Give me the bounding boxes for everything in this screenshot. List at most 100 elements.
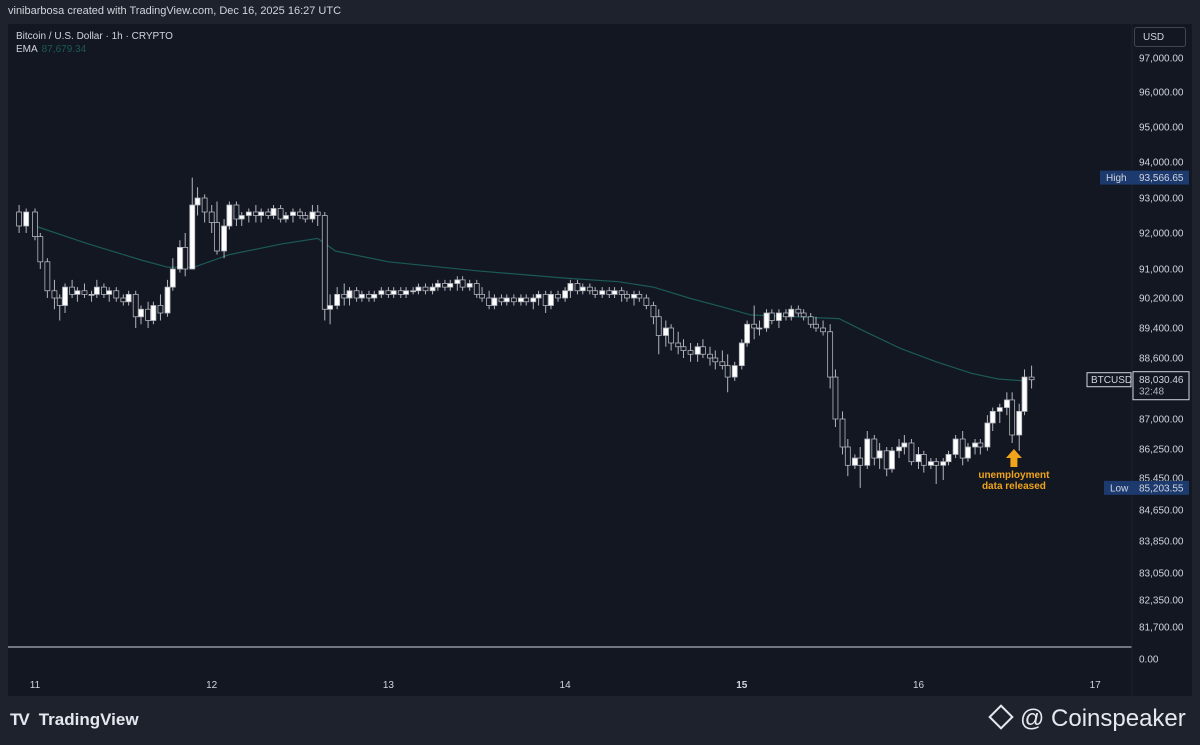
candle-body[interactable] (675, 342, 682, 348)
candle-body[interactable] (731, 365, 738, 378)
candle-body[interactable] (662, 327, 669, 336)
candle-body[interactable] (1021, 376, 1028, 412)
candle-body[interactable] (523, 297, 530, 303)
candle-body[interactable] (252, 211, 259, 216)
candle-body[interactable] (442, 283, 448, 288)
candle-body[interactable] (164, 286, 171, 314)
candle-body[interactable] (510, 297, 517, 303)
candle-body[interactable] (353, 290, 360, 299)
candle-body[interactable] (429, 286, 436, 292)
candle-body[interactable] (81, 290, 88, 295)
candle-body[interactable] (270, 208, 277, 216)
candle-body[interactable] (138, 308, 144, 318)
candle-body[interactable] (618, 290, 625, 295)
candle-body[interactable] (447, 283, 454, 288)
candle-body[interactable] (69, 286, 76, 295)
candle-body[interactable] (208, 211, 215, 223)
candle-body[interactable] (258, 211, 265, 216)
candle-body[interactable] (959, 438, 966, 459)
candle-body[interactable] (459, 279, 466, 288)
candle-body[interactable] (827, 331, 834, 378)
candle-body[interactable] (744, 323, 751, 344)
candle-body[interactable] (74, 290, 81, 295)
candle-body[interactable] (189, 204, 196, 270)
candle-body[interactable] (466, 283, 473, 288)
candle-body[interactable] (687, 350, 694, 355)
candle-body[interactable] (611, 290, 618, 295)
candle-body[interactable] (952, 438, 959, 455)
candle-body[interactable] (93, 286, 100, 295)
candle-body[interactable] (346, 290, 353, 299)
candle-body[interactable] (434, 283, 441, 288)
candle-body[interactable] (403, 290, 409, 295)
candle-body[interactable] (290, 211, 296, 216)
candle-body[interactable] (927, 461, 934, 466)
candle-body[interactable] (321, 215, 328, 310)
candle-body[interactable] (712, 357, 719, 363)
candle-body[interactable] (283, 215, 289, 220)
candle-body[interactable] (768, 312, 775, 321)
candle-body[interactable] (832, 376, 839, 420)
candle-body[interactable] (106, 290, 113, 295)
candle-body[interactable] (788, 308, 795, 318)
candle-body[interactable] (940, 461, 947, 466)
candle-body[interactable] (889, 450, 895, 470)
candle-body[interactable] (1028, 376, 1035, 381)
candle-body[interactable] (807, 316, 814, 325)
candle-body[interactable] (422, 286, 429, 292)
candle-body[interactable] (334, 293, 341, 306)
candle-body[interactable] (989, 410, 996, 424)
candle-body[interactable] (150, 305, 157, 321)
candle-body[interactable] (776, 312, 782, 321)
candle-body[interactable] (390, 290, 397, 295)
candle-body[interactable] (214, 222, 220, 252)
candle-body[interactable] (700, 346, 706, 355)
candle-body[interactable] (410, 290, 417, 293)
currency-button[interactable]: USD (1134, 27, 1186, 47)
candle-body[interactable] (707, 353, 713, 359)
candle-body[interactable] (358, 293, 365, 299)
candle-body[interactable] (795, 308, 802, 314)
candle-body[interactable] (920, 454, 927, 466)
candle-body[interactable] (650, 305, 657, 318)
candle-body[interactable] (535, 293, 542, 299)
candle-body[interactable] (37, 236, 44, 263)
candle-body[interactable] (56, 297, 63, 306)
candle-body[interactable] (518, 297, 524, 303)
candle-body[interactable] (883, 450, 890, 470)
candle-body[interactable] (548, 293, 554, 306)
candle-body[interactable] (724, 365, 731, 378)
candle-body[interactable] (88, 293, 95, 296)
candle-body[interactable] (277, 208, 284, 220)
candle-body[interactable] (631, 293, 637, 299)
candle-body[interactable] (245, 211, 252, 216)
candle-body[interactable] (309, 211, 316, 220)
candle-body[interactable] (327, 305, 333, 310)
candle-body[interactable] (397, 290, 404, 295)
candle-body[interactable] (871, 438, 878, 459)
candle-body[interactable] (473, 283, 480, 295)
candle-body[interactable] (341, 293, 348, 299)
candle-body[interactable] (1016, 410, 1023, 436)
candle-body[interactable] (479, 293, 485, 299)
candle-body[interactable] (844, 446, 851, 466)
candle-body[interactable] (933, 461, 940, 466)
candle-body[interactable] (221, 225, 227, 252)
candle-body[interactable] (1009, 399, 1016, 436)
candle-body[interactable] (592, 290, 599, 295)
candle-body[interactable] (586, 286, 593, 292)
candle-body[interactable] (694, 346, 701, 355)
candle-body[interactable] (908, 442, 915, 463)
candle-body[interactable] (668, 327, 675, 344)
candle-body[interactable] (385, 290, 392, 295)
candle-body[interactable] (977, 442, 984, 448)
candle-body[interactable] (636, 293, 643, 299)
candle-body[interactable] (876, 450, 883, 459)
candle-body[interactable] (125, 293, 132, 303)
candle-body[interactable] (864, 438, 871, 466)
candle-body[interactable] (454, 279, 461, 284)
candle-body[interactable] (23, 211, 30, 227)
candle-body[interactable] (182, 246, 189, 270)
candle-body[interactable] (302, 215, 309, 220)
